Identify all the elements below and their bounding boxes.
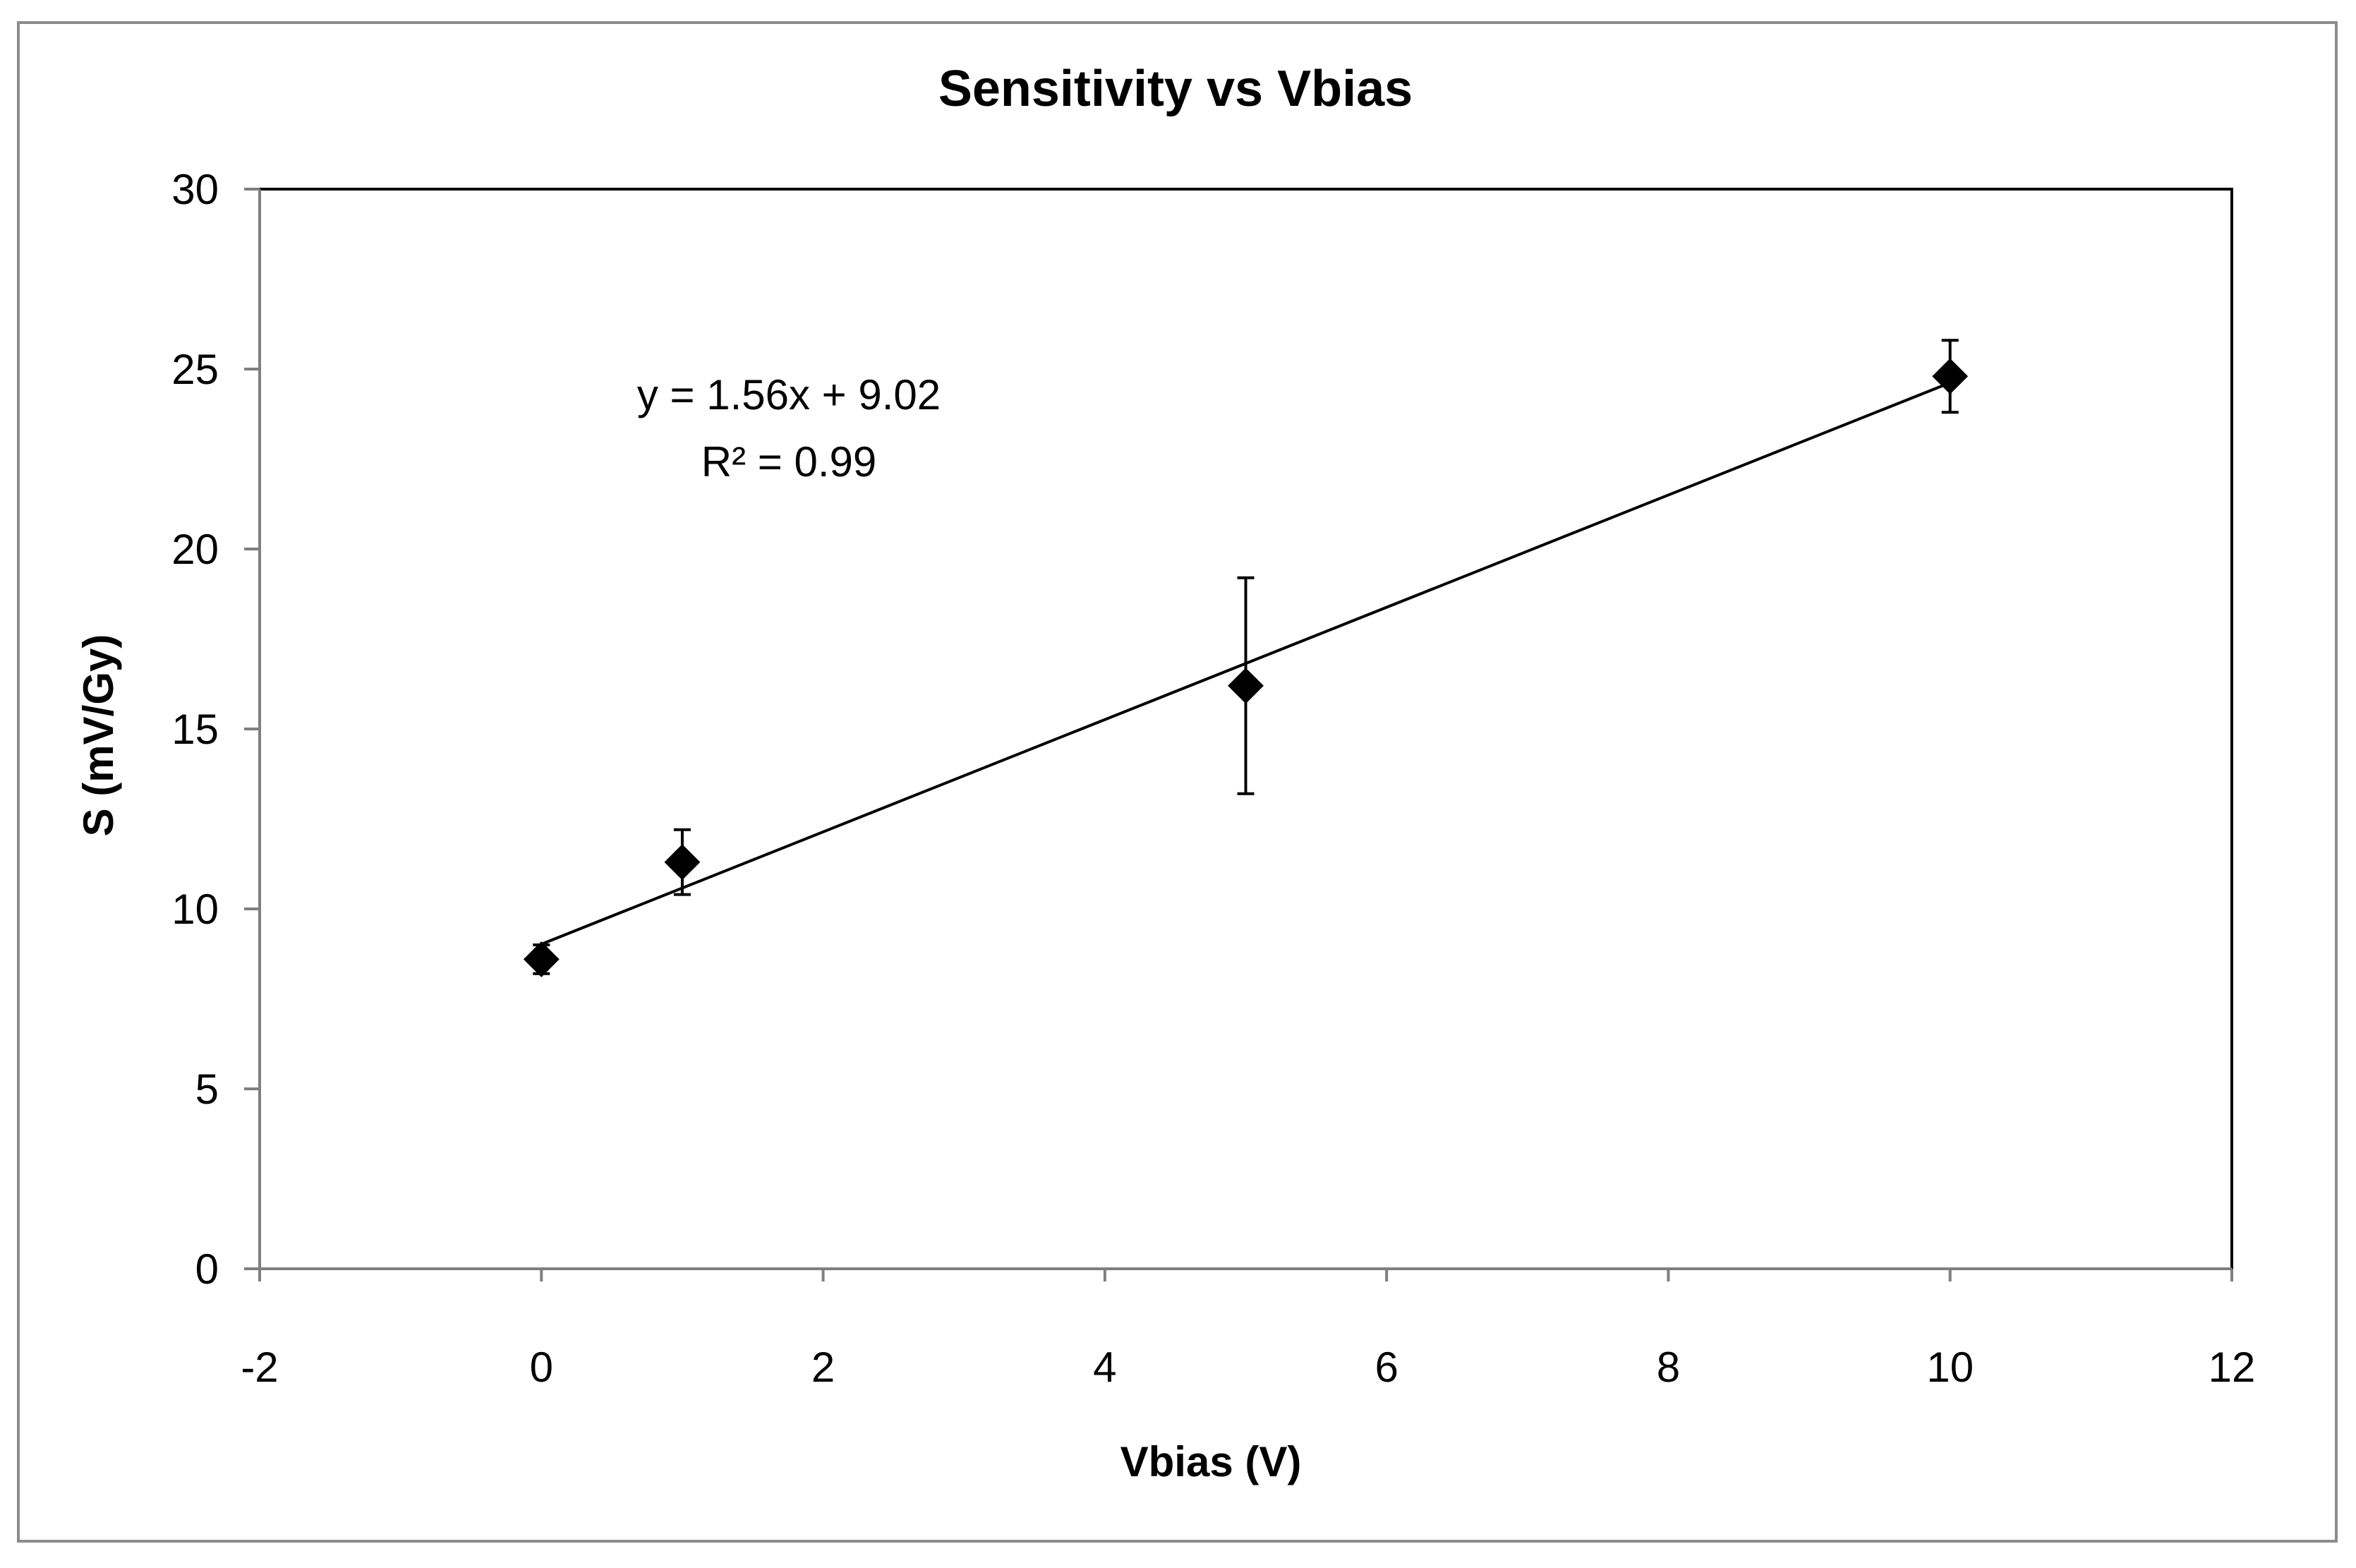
plot-layer: 0 5 10 15 20 25 30 -2 0 2 4 6 8 10 12 bbox=[171, 166, 2255, 1391]
data-point bbox=[664, 844, 701, 881]
data-point bbox=[523, 941, 560, 977]
x-tick-label: -2 bbox=[241, 1344, 278, 1391]
y-tick-label: 10 bbox=[171, 886, 219, 933]
x-tick-label: 4 bbox=[1093, 1344, 1116, 1391]
chart-frame bbox=[17, 21, 2338, 1543]
x-tick-label: 0 bbox=[530, 1344, 553, 1391]
y-tick-label: 15 bbox=[171, 706, 219, 753]
data-point bbox=[1932, 358, 1969, 394]
x-tick-label: 6 bbox=[1375, 1344, 1398, 1391]
y-tick-label: 5 bbox=[195, 1066, 219, 1113]
y-tick-label: 30 bbox=[171, 166, 219, 213]
y-axis-label: S (mV/Gy) bbox=[75, 634, 122, 837]
x-tick-label: 12 bbox=[2209, 1344, 2256, 1391]
data-point bbox=[1228, 668, 1264, 704]
x-tick-label: 10 bbox=[1926, 1344, 1974, 1391]
x-tick-label: 2 bbox=[811, 1344, 835, 1391]
trendline-r2: R² = 0.99 bbox=[701, 438, 876, 486]
x-axis-label: Vbias (V) bbox=[1120, 1438, 1302, 1485]
y-tick-label: 25 bbox=[171, 346, 219, 393]
chart-title: Sensitivity vs Vbias bbox=[938, 61, 1413, 117]
trendline-equation: y = 1.56x + 9.02 bbox=[637, 371, 941, 418]
y-tick-label: 0 bbox=[195, 1246, 219, 1293]
x-tick-label: 8 bbox=[1657, 1344, 1680, 1391]
y-tick-label: 20 bbox=[171, 526, 219, 573]
